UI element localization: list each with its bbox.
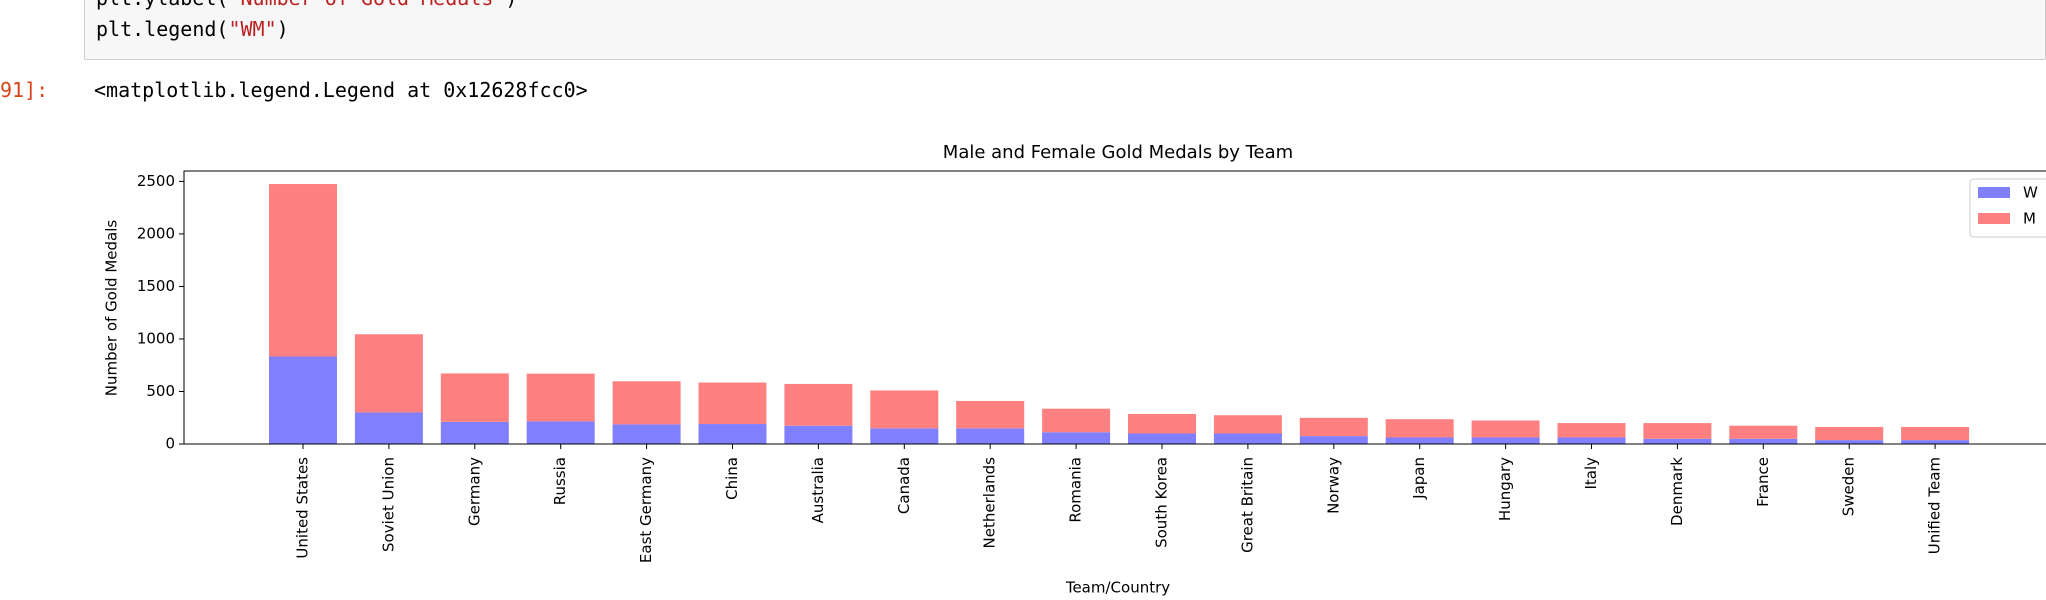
x-tick-label: Hungary [1496,457,1514,521]
y-tick-label: 0 [165,435,175,453]
x-tick-label: Italy [1582,457,1600,490]
chart-title: Male and Female Gold Medals by Team [943,142,1293,163]
x-tick-label: East Germany [637,457,655,563]
code-line: plt.legend("WM") [96,17,289,41]
bar-segment [1042,432,1111,444]
code-token: plt.legend( [96,17,229,41]
bar-segment [1815,440,1884,444]
legend-label: M [2023,210,2036,228]
x-tick-label: China [723,457,741,500]
bar-segment [956,428,1025,444]
x-tick-label: Norway [1324,457,1342,514]
code-token: ) [276,17,289,41]
bar-segment [526,421,595,444]
x-tick-label: Denmark [1668,457,1686,526]
bar-segment [784,383,853,426]
x-tick-label: Japan [1410,457,1428,500]
x-tick-label: France [1754,457,1772,507]
legend-patch [1978,213,2010,224]
output-text: <matplotlib.legend.Legend at 0x12628fcc0… [94,78,588,102]
code-string: "Number of Gold Medals" [228,0,505,10]
bar-segment [526,373,595,422]
x-tick-label: Great Britain [1238,457,1256,553]
bar-segment [1042,408,1111,433]
bar-segment [1729,425,1798,439]
bar-segment [870,390,939,429]
x-tick-label: Sweden [1840,457,1858,516]
bar-segment [440,373,509,422]
bar-segment [354,334,423,413]
bar-segment [870,428,939,444]
bar-segment [956,400,1025,429]
bar-segment [1385,419,1454,438]
bar-segment [1901,440,1970,444]
code-line: plt.ylabel("Number of Gold Medals") [96,0,517,10]
legend-label: W [2023,184,2038,202]
bar-segment [1815,426,1884,441]
bar-segment [1385,437,1454,444]
bar-segment [1901,426,1970,441]
bar-segment [1299,417,1368,437]
output-prompt: 91]: [0,78,49,102]
y-tick-label: 1000 [137,329,175,347]
bar-segment [1471,437,1540,444]
code-cell[interactable] [84,0,2046,60]
x-tick-label: Australia [809,457,827,523]
bar-segment [698,424,767,444]
bar-segment [1128,433,1196,444]
bar-segment [1299,436,1368,444]
y-tick-label: 1500 [137,277,175,295]
bar-segment [1557,423,1626,438]
x-tick-label: Russia [551,457,569,505]
bar-segment [269,356,337,444]
bar-segment [698,382,767,425]
x-tick-label: Unified Team [1926,457,1944,554]
bar-segment [612,424,681,444]
x-tick-label: United States [294,457,312,559]
legend-patch [1978,187,2010,198]
bar-segment [440,421,509,444]
bar-segment [1729,438,1798,444]
code-token: ) [505,0,517,10]
axes-frame [183,170,2046,445]
x-tick-label: South Korea [1153,457,1171,548]
bar-segment [1643,438,1712,444]
x-tick-label: Germany [465,457,483,526]
x-axis-label: Team/Country [1065,579,1170,597]
bar-segment [1128,413,1196,434]
bar-segment [1643,423,1712,439]
bar-segment [354,412,423,444]
bar-segment [1557,437,1626,444]
y-tick-label: 500 [146,382,175,400]
y-axis-label: Number of Gold Medals [103,220,121,397]
x-tick-label: Netherlands [981,457,999,549]
bar-segment [1213,415,1282,434]
code-token: plt.ylabel( [96,0,228,10]
bar-segment [1213,433,1282,444]
x-tick-label: Canada [895,457,913,514]
x-tick-label: Romania [1067,457,1085,523]
y-tick-label: 2500 [137,172,175,190]
y-tick-label: 2000 [137,224,175,242]
bar-segment [612,381,681,425]
code-string: "WM" [228,17,277,41]
bar-segment [269,184,337,357]
x-tick-label: Soviet Union [379,457,397,552]
bar-segment [784,425,853,444]
bar-segment [1471,420,1540,438]
